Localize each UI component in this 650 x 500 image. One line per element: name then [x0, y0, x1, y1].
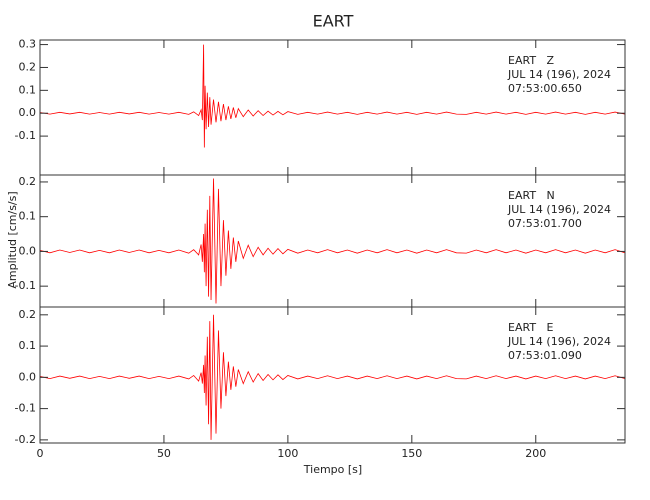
x-tick-label: 100: [277, 447, 298, 460]
x-tick-label: 50: [157, 447, 171, 460]
y-tick-label: -0.1: [15, 129, 36, 142]
y-tick-label: 0.2: [19, 60, 37, 73]
x-tick-label: 150: [401, 447, 422, 460]
panel-clip: [40, 314, 625, 440]
panel-clip: [40, 178, 625, 304]
y-tick-label: 0.1: [19, 83, 37, 96]
y-tick-label: 0.0: [19, 106, 37, 119]
annotation: 07:53:00.650: [508, 82, 582, 95]
panel-clip: [40, 44, 625, 148]
annotation: JUL 14 (196), 2024: [507, 335, 611, 348]
y-tick-label: 0.0: [19, 244, 37, 257]
annotation: 07:53:01.090: [508, 349, 582, 362]
y-tick-label: 0.0: [19, 370, 37, 383]
annotation: EART E: [508, 321, 554, 334]
y-tick-label: 0.1: [19, 210, 37, 223]
annotation: JUL 14 (196), 2024: [507, 203, 611, 216]
chart-title: EART: [313, 12, 354, 31]
annotation: 07:53:01.700: [508, 217, 582, 230]
waveform: [40, 44, 625, 148]
panel-frame: [39, 306, 626, 444]
y-axis-label: Amplitud [cm/s/s]: [6, 191, 19, 288]
y-tick-label: -0.1: [15, 279, 36, 292]
annotation: EART Z: [508, 54, 555, 67]
annotation: EART N: [508, 189, 555, 202]
x-tick-label: 0: [37, 447, 44, 460]
y-tick-label: 0.2: [19, 308, 37, 321]
x-axis-label: Tiempo [s]: [303, 463, 362, 476]
waveform: [40, 314, 625, 440]
y-tick-label: 0.3: [19, 38, 37, 51]
x-tick-label: 200: [525, 447, 546, 460]
waveform: [40, 178, 625, 304]
y-tick-label: 0.2: [19, 175, 37, 188]
y-tick-label: -0.1: [15, 402, 36, 415]
y-tick-label: 0.1: [19, 339, 37, 352]
annotation: JUL 14 (196), 2024: [507, 68, 611, 81]
y-tick-label: -0.2: [15, 433, 36, 446]
